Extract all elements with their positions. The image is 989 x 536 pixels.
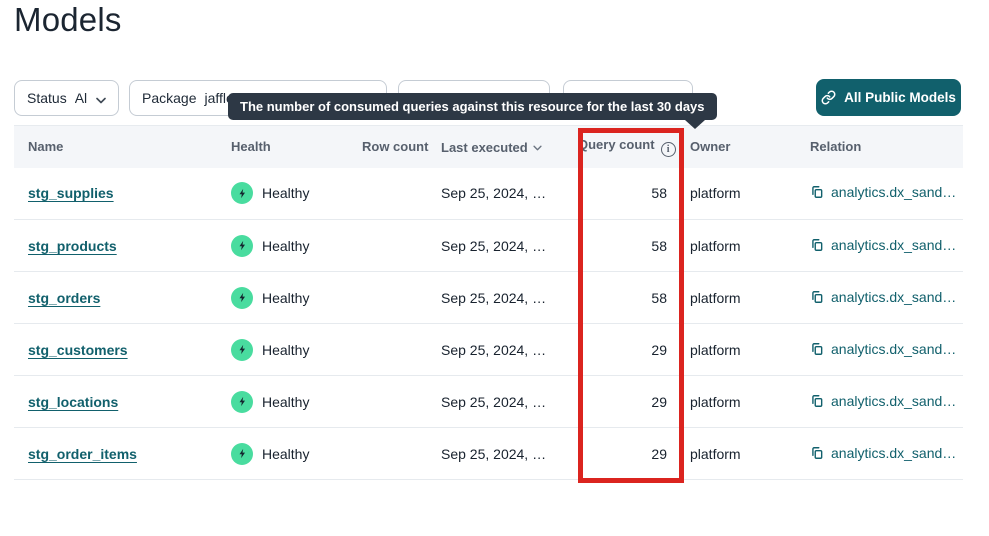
- table-header-row: Name Health Row count Last executed Quer…: [14, 125, 963, 168]
- model-link[interactable]: stg_order_items: [28, 445, 137, 462]
- relation-link[interactable]: analytics.dx_sand…: [810, 393, 956, 409]
- query-count-value: 58: [651, 289, 667, 306]
- relation-link[interactable]: analytics.dx_sand…: [810, 445, 956, 461]
- column-header-health: Health: [231, 139, 271, 155]
- last-executed-value: Sep 25, 2024, …: [441, 185, 547, 202]
- copy-icon: [812, 186, 823, 199]
- column-header-name: Name: [28, 139, 64, 155]
- model-link[interactable]: stg_customers: [28, 341, 128, 358]
- status-filter-label: Status: [27, 90, 67, 106]
- all-public-models-button[interactable]: All Public Models: [816, 79, 961, 116]
- status-filter-value: All: [74, 90, 88, 106]
- owner-value: platform: [690, 289, 741, 306]
- last-executed-value: Sep 25, 2024, …: [441, 393, 547, 410]
- page-title: Models: [14, 1, 122, 38]
- query-count-value: 58: [651, 185, 667, 202]
- status-filter[interactable]: Status All: [14, 80, 119, 116]
- health-badge: Healthy: [231, 338, 309, 361]
- health-icon: [231, 286, 253, 309]
- copy-icon: [812, 446, 823, 459]
- all-public-models-label: All Public Models: [844, 90, 956, 105]
- health-icon: [231, 390, 253, 413]
- table-row: stg_order_items Healthy Sep 25, 2024, … …: [14, 428, 963, 480]
- copy-icon: [812, 238, 823, 251]
- models-table: Name Health Row count Last executed Quer…: [14, 125, 963, 480]
- query-count-value: 29: [651, 393, 667, 410]
- copy-icon: [812, 394, 823, 407]
- relation-link[interactable]: analytics.dx_sand…: [810, 184, 956, 200]
- table-row: stg_supplies Healthy Sep 25, 2024, … 58 …: [14, 168, 963, 220]
- health-badge: Healthy: [231, 286, 309, 309]
- health-icon: [231, 338, 253, 361]
- tooltip-caret: [684, 120, 705, 129]
- query-count-value: 29: [651, 445, 667, 462]
- chevron-down-icon: [96, 91, 106, 107]
- sort-chevron-icon: [533, 139, 542, 154]
- model-link[interactable]: stg_locations: [28, 393, 119, 410]
- query-count-tooltip: The number of consumed queries against t…: [228, 93, 717, 129]
- last-executed-value: Sep 25, 2024, …: [441, 237, 547, 254]
- query-count-value: 58: [651, 237, 667, 254]
- relation-link[interactable]: analytics.dx_sand…: [810, 341, 956, 357]
- owner-value: platform: [690, 445, 741, 462]
- package-filter-label: Package: [142, 90, 197, 106]
- model-link[interactable]: stg_orders: [28, 289, 101, 306]
- health-badge: Healthy: [231, 234, 309, 257]
- link-icon: [821, 90, 836, 105]
- model-link[interactable]: stg_products: [28, 237, 117, 254]
- owner-value: platform: [690, 341, 741, 358]
- column-header-row-count: Row count: [362, 139, 429, 155]
- owner-value: platform: [690, 237, 741, 254]
- table-row: stg_locations Healthy Sep 25, 2024, … 29…: [14, 376, 963, 428]
- health-badge: Healthy: [231, 442, 309, 465]
- health-badge: Healthy: [231, 182, 309, 205]
- health-icon: [231, 234, 253, 257]
- copy-icon: [812, 342, 823, 355]
- table-row: stg_orders Healthy Sep 25, 2024, … 58 pl…: [14, 272, 963, 324]
- column-header-relation: Relation: [810, 139, 862, 155]
- table-row: stg_products Healthy Sep 25, 2024, … 58 …: [14, 220, 963, 272]
- info-icon[interactable]: [660, 142, 676, 157]
- health-icon: [231, 182, 253, 205]
- relation-link[interactable]: analytics.dx_sand…: [810, 289, 956, 305]
- table-row: stg_customers Healthy Sep 25, 2024, … 29…: [14, 324, 963, 376]
- query-count-value: 29: [651, 341, 667, 358]
- model-link[interactable]: stg_supplies: [28, 185, 114, 202]
- last-executed-value: Sep 25, 2024, …: [441, 445, 547, 462]
- last-executed-value: Sep 25, 2024, …: [441, 341, 547, 358]
- health-badge: Healthy: [231, 390, 309, 413]
- owner-value: platform: [690, 185, 741, 202]
- column-header-query-count: Query count: [578, 126, 682, 168]
- owner-value: platform: [690, 393, 741, 410]
- last-executed-value: Sep 25, 2024, …: [441, 289, 547, 306]
- column-header-last-executed[interactable]: Last executed: [417, 126, 578, 168]
- health-icon: [231, 442, 253, 465]
- copy-icon: [812, 290, 823, 303]
- relation-link[interactable]: analytics.dx_sand…: [810, 237, 956, 253]
- column-header-owner: Owner: [690, 139, 731, 155]
